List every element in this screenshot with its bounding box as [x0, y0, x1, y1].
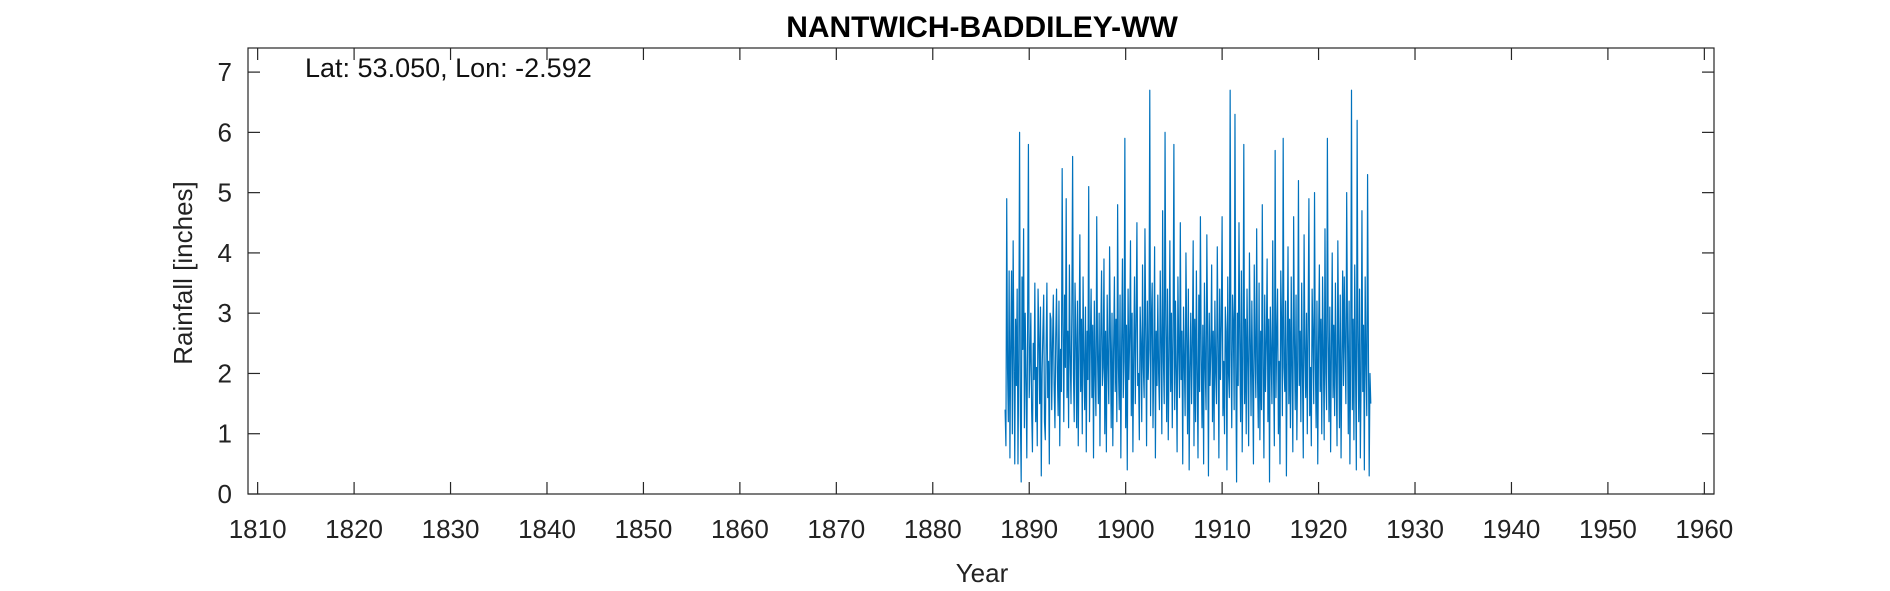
x-axis: 1810 1820 1830 1840 1850 1860 1870 1880 1890 1900… — [229, 48, 1733, 544]
chart-title: NANTWICH-BADDILEY-WW — [786, 11, 1178, 44]
y-tick-label: 1 — [218, 419, 232, 449]
y-axis-label: Rainfall [inches] — [168, 181, 198, 365]
y-tick-label: 7 — [218, 57, 232, 87]
y-tick-label: 0 — [218, 479, 232, 509]
x-tick-label: 1810 — [229, 514, 287, 544]
x-tick-label: 1850 — [615, 514, 673, 544]
x-tick-label: 1820 — [325, 514, 383, 544]
y-tick-label: 2 — [218, 358, 232, 388]
x-tick-label: 1890 — [1000, 514, 1058, 544]
x-tick-label: 1960 — [1675, 514, 1733, 544]
x-tick-label: 1830 — [422, 514, 480, 544]
x-axis-label: Year — [956, 558, 1009, 588]
x-tick-label: 1860 — [711, 514, 769, 544]
y-tick-label: 6 — [218, 117, 232, 147]
rainfall-series-line — [1004, 89, 1372, 483]
x-tick-label: 1930 — [1386, 514, 1444, 544]
x-tick-label: 1840 — [518, 514, 576, 544]
x-tick-label: 1870 — [807, 514, 865, 544]
x-tick-label: 1900 — [1097, 514, 1155, 544]
y-tick-label: 3 — [218, 298, 232, 328]
x-tick-label: 1910 — [1193, 514, 1251, 544]
y-axis: 0 1 2 3 4 5 6 7 — [218, 57, 1714, 509]
y-tick-label: 5 — [218, 178, 232, 208]
y-tick-label: 4 — [218, 238, 232, 268]
x-tick-label: 1940 — [1483, 514, 1541, 544]
x-tick-label: 1920 — [1290, 514, 1348, 544]
x-tick-label: 1880 — [904, 514, 962, 544]
x-tick-label: 1950 — [1579, 514, 1637, 544]
location-annotation: Lat: 53.050, Lon: -2.592 — [305, 53, 592, 83]
plot-area — [247, 47, 1715, 495]
